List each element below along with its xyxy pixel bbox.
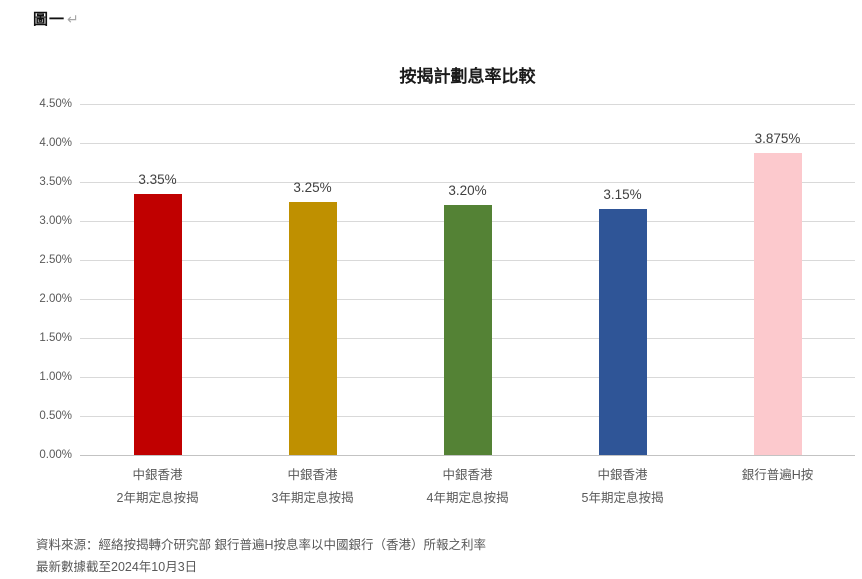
x-category-label: 中銀香港 (287, 468, 338, 482)
bar-value-label: 3.875% (754, 130, 801, 146)
gridline (80, 143, 855, 144)
figure-label: 圖一 (33, 11, 66, 28)
x-category-label: 3年期定息按揭 (271, 491, 354, 505)
gridline (80, 182, 855, 183)
y-tick-label: 4.00% (39, 137, 72, 149)
bar-value-label: 3.20% (448, 183, 487, 199)
x-category-label: 中銀香港 (597, 468, 648, 482)
y-tick-label: 2.00% (39, 293, 72, 305)
gridline (80, 104, 855, 105)
y-tick-label: 4.50% (39, 98, 72, 110)
chart-bar (133, 193, 182, 455)
chart-bar (443, 205, 492, 455)
source-line-2: 最新數據截至2024年10月3日 (36, 560, 198, 574)
source-note: 資料來源：經絡按揭轉介研究部 銀行普遍H按息率以中國銀行（香港）所報之利率 最新… (36, 534, 836, 578)
x-category-label: 2年期定息按揭 (116, 491, 199, 505)
x-axis-line (80, 455, 855, 456)
x-category-label: 銀行普遍H按 (741, 468, 814, 482)
y-tick-label: 0.00% (39, 449, 72, 461)
y-tick-label: 0.50% (39, 410, 72, 422)
bar-chart: 按揭計劃息率比較 0.00% 0.50% 1.00% 1.50% 2.00% 2.50% 3… (39, 67, 855, 505)
chart-bar (288, 201, 337, 455)
y-tick-label: 2.50% (39, 254, 72, 266)
y-tick-label: 1.50% (39, 332, 72, 344)
x-category-label: 4年期定息按揭 (426, 491, 509, 505)
x-category-label: 中銀香港 (132, 468, 183, 482)
figure-caption: 圖一 ↵ (33, 8, 80, 29)
y-tick-label: 3.00% (39, 215, 72, 227)
paragraph-return-mark: ↵ (67, 11, 80, 27)
bar-value-label: 3.15% (603, 187, 642, 203)
y-tick-label: 3.50% (39, 176, 72, 188)
y-tick-label: 1.00% (39, 371, 72, 383)
source-line-1: 資料來源：經絡按揭轉介研究部 銀行普遍H按息率以中國銀行（香港）所報之利率 (36, 538, 487, 552)
x-category-label: 5年期定息按揭 (581, 491, 664, 505)
x-category-label: 中銀香港 (442, 468, 493, 482)
chart-bar (753, 152, 802, 455)
bar-value-label: 3.35% (138, 171, 177, 187)
bar-value-label: 3.25% (293, 179, 332, 195)
chart-title: 按揭計劃息率比較 (399, 67, 536, 86)
chart-bar (598, 209, 647, 455)
